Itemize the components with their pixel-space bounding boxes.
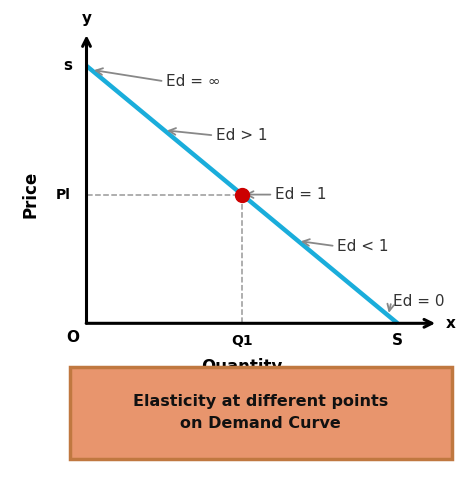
Text: Pl: Pl <box>56 188 71 202</box>
Text: Quantity: Quantity <box>201 358 283 376</box>
Text: x: x <box>446 316 456 331</box>
FancyBboxPatch shape <box>70 367 452 459</box>
Text: Q1: Q1 <box>231 334 253 348</box>
Text: Ed > 1: Ed > 1 <box>216 128 267 143</box>
Text: S: S <box>392 332 403 348</box>
Text: Price: Price <box>21 171 39 218</box>
Text: O: O <box>66 330 79 345</box>
Text: Ed < 1: Ed < 1 <box>337 239 388 253</box>
Text: Ed = 0: Ed = 0 <box>393 294 445 309</box>
Text: s: s <box>64 58 73 73</box>
Text: Ed = ∞: Ed = ∞ <box>166 74 220 89</box>
Text: Elasticity at different points
on Demand Curve: Elasticity at different points on Demand… <box>133 394 388 431</box>
Text: Ed = 1: Ed = 1 <box>275 187 326 202</box>
Point <box>238 191 246 198</box>
Text: y: y <box>82 11 91 26</box>
